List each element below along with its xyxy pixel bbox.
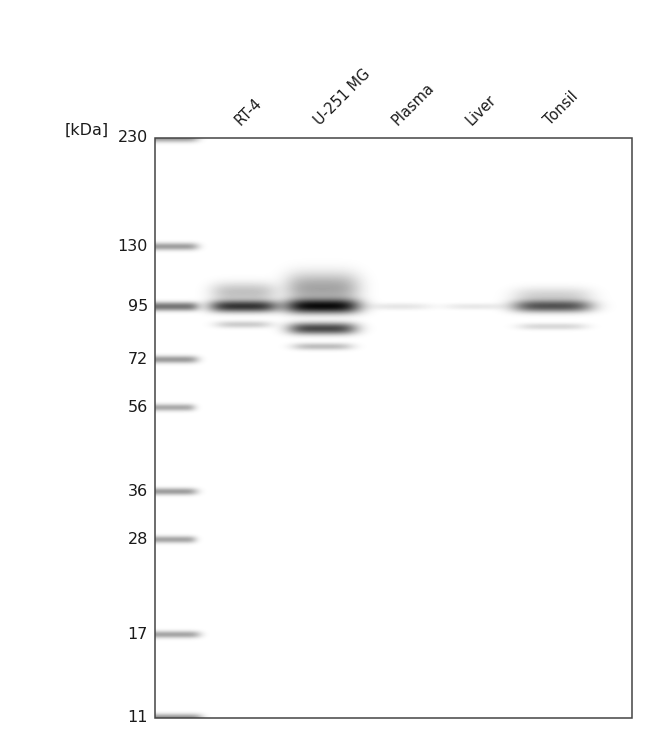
Text: U-251 MG: U-251 MG — [311, 66, 373, 128]
Text: Plasma: Plasma — [389, 80, 437, 128]
Text: 17: 17 — [127, 627, 148, 643]
Text: 72: 72 — [128, 352, 148, 367]
Text: 56: 56 — [128, 400, 148, 415]
Bar — [155, 138, 632, 718]
Text: Liver: Liver — [463, 92, 499, 128]
Text: 28: 28 — [127, 532, 148, 547]
Text: 230: 230 — [118, 131, 148, 146]
Text: 11: 11 — [127, 710, 148, 726]
Bar — [155, 138, 632, 718]
Text: RT-4: RT-4 — [233, 95, 265, 128]
Text: 36: 36 — [128, 484, 148, 499]
Text: Tonsil: Tonsil — [541, 88, 581, 128]
Text: 130: 130 — [118, 239, 148, 254]
Text: [kDa]: [kDa] — [65, 122, 109, 137]
Text: 95: 95 — [128, 299, 148, 314]
